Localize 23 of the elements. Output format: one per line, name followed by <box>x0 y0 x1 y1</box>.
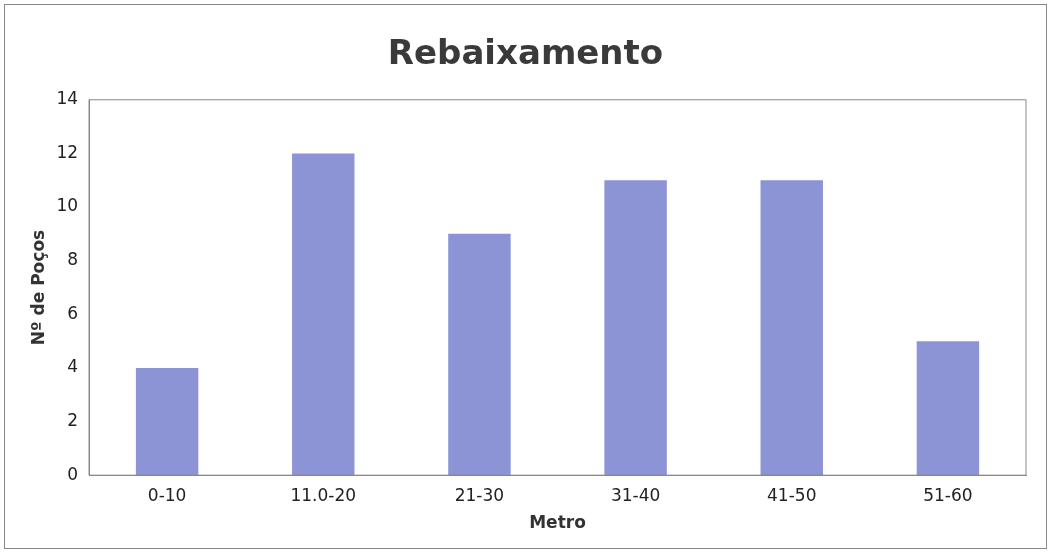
bar <box>135 367 199 476</box>
bar <box>292 153 355 476</box>
y-tick-label: 6 <box>67 302 79 323</box>
bar <box>760 180 823 476</box>
y-tick-label: 8 <box>67 249 79 270</box>
bar <box>604 180 667 476</box>
y-tick-label: 0 <box>67 463 79 484</box>
bar <box>448 233 511 476</box>
x-tick-label: 31-40 <box>610 484 661 505</box>
y-axis-title: Nº de Poços <box>27 229 48 346</box>
x-tick-label: 0-10 <box>147 484 187 505</box>
x-tick-label: 41-50 <box>767 484 817 505</box>
x-tick-label: 51-60 <box>923 484 973 505</box>
y-tick-label: 4 <box>67 356 79 377</box>
x-tick-label: 21-30 <box>454 484 505 505</box>
bar <box>916 341 980 476</box>
x-axis-title: Metro <box>529 512 586 533</box>
chart-title: Rebaixamento <box>387 32 664 73</box>
y-tick-label: 10 <box>56 195 79 216</box>
y-tick-label: 12 <box>56 141 79 162</box>
y-tick-label: 14 <box>56 88 79 109</box>
y-tick-label: 2 <box>67 409 79 430</box>
x-tick-label: 11.0-20 <box>290 484 357 505</box>
